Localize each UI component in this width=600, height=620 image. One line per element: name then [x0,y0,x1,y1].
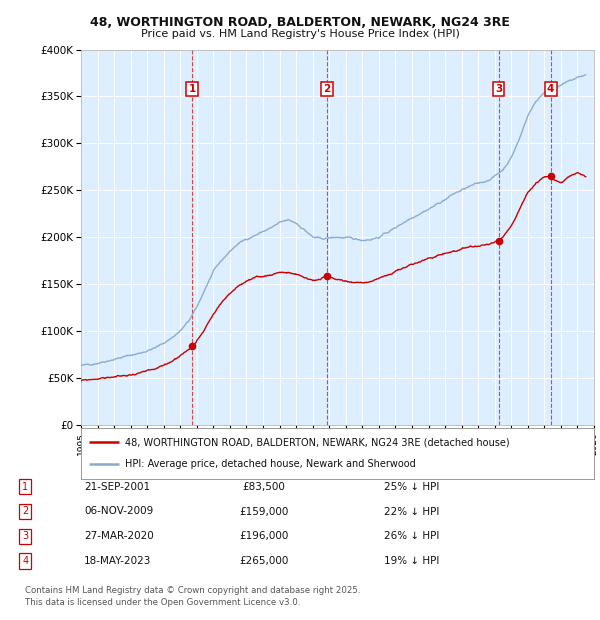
Text: 3: 3 [495,84,502,94]
Text: 26% ↓ HPI: 26% ↓ HPI [384,531,439,541]
Text: HPI: Average price, detached house, Newark and Sherwood: HPI: Average price, detached house, Newa… [125,459,415,469]
Text: 4: 4 [547,84,554,94]
Text: 21-SEP-2001: 21-SEP-2001 [84,482,150,492]
Text: 22% ↓ HPI: 22% ↓ HPI [384,507,439,516]
Text: £265,000: £265,000 [239,556,289,566]
Text: 48, WORTHINGTON ROAD, BALDERTON, NEWARK, NG24 3RE: 48, WORTHINGTON ROAD, BALDERTON, NEWARK,… [90,16,510,29]
Text: 18-MAY-2023: 18-MAY-2023 [84,556,151,566]
Text: 06-NOV-2009: 06-NOV-2009 [84,507,153,516]
Text: 2: 2 [22,507,28,516]
Text: 3: 3 [22,531,28,541]
Text: Contains HM Land Registry data © Crown copyright and database right 2025.
This d: Contains HM Land Registry data © Crown c… [25,586,361,607]
Text: 48, WORTHINGTON ROAD, BALDERTON, NEWARK, NG24 3RE (detached house): 48, WORTHINGTON ROAD, BALDERTON, NEWARK,… [125,437,509,447]
Text: 27-MAR-2020: 27-MAR-2020 [84,531,154,541]
Text: Price paid vs. HM Land Registry's House Price Index (HPI): Price paid vs. HM Land Registry's House … [140,29,460,38]
Text: 1: 1 [22,482,28,492]
Text: 25% ↓ HPI: 25% ↓ HPI [384,482,439,492]
Text: £196,000: £196,000 [239,531,289,541]
Text: 2: 2 [323,84,331,94]
Text: £83,500: £83,500 [242,482,286,492]
Text: 4: 4 [22,556,28,566]
Text: £159,000: £159,000 [239,507,289,516]
Text: 1: 1 [188,84,196,94]
Text: 19% ↓ HPI: 19% ↓ HPI [384,556,439,566]
